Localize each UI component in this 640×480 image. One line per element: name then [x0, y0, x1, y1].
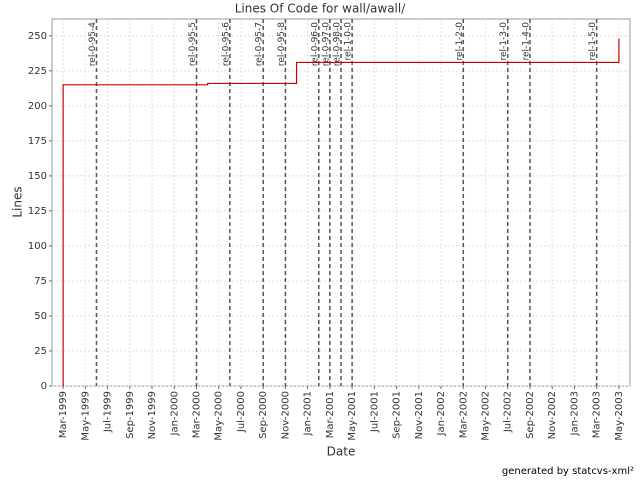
x-tick-label: Jan-2000 — [169, 391, 180, 436]
release-label: rel-1-2-0 — [455, 22, 465, 61]
footer: generated by statcvs-xml² — [502, 466, 634, 477]
release-label: rel-0-96-0 — [310, 22, 320, 66]
y-tick-label: 125 — [28, 206, 47, 217]
x-tick-label: May-1999 — [80, 391, 91, 441]
y-tick-label: 75 — [34, 276, 47, 287]
release-label: rel-1-4-0 — [521, 22, 531, 61]
x-tick-label: Sep-2002 — [525, 391, 536, 439]
x-tick-label: Jul-2002 — [503, 391, 514, 433]
x-tick-label: May-2001 — [347, 391, 358, 441]
x-tick-label: Nov-2000 — [280, 391, 291, 439]
release-label: rel-0-97-0 — [321, 22, 331, 66]
release-label: rel-0-95-7 — [255, 22, 265, 66]
y-tick-label: 25 — [34, 346, 47, 357]
x-tick-label: May-2000 — [214, 391, 225, 441]
data-line — [62, 38, 620, 386]
release-label: rel-1-0-0 — [344, 22, 354, 61]
release-label: rel-0-95-5 — [188, 22, 198, 66]
x-tick-label: Mar-2001 — [325, 391, 336, 438]
y-tick-label: 50 — [34, 311, 47, 322]
x-tick-label: Jul-2000 — [236, 391, 247, 433]
x-tick-label: Mar-2003 — [592, 391, 603, 438]
y-tick-label: 200 — [28, 101, 47, 112]
x-tick-label: Jul-1999 — [103, 391, 114, 433]
x-tick-label: Nov-2002 — [547, 391, 558, 439]
x-tick-label: Jan-2002 — [436, 391, 447, 436]
x-tick-label: Nov-2001 — [414, 391, 425, 439]
x-tick-label: May-2003 — [614, 391, 625, 441]
x-tick-label: Mar-2000 — [192, 391, 203, 438]
y-tick-label: 0 — [41, 381, 47, 392]
x-tick-label: Sep-2001 — [392, 391, 403, 439]
x-tick-label: Sep-2000 — [258, 391, 269, 439]
y-axis-label: Lines — [11, 186, 25, 217]
y-tick-label: 225 — [28, 66, 47, 77]
x-tick-label: May-2002 — [481, 391, 492, 441]
x-tick-label: Jan-2001 — [303, 391, 314, 436]
x-tick-label: Sep-1999 — [125, 391, 136, 439]
release-label: rel-0-95-4 — [88, 22, 98, 66]
release-label: rel-1-3-0 — [499, 22, 509, 61]
y-tick-label: 100 — [28, 241, 47, 252]
y-tick-label: 250 — [28, 31, 47, 42]
chart-title: Lines Of Code for wall/awall/ — [235, 2, 406, 16]
x-tick-label: Mar-1999 — [58, 391, 69, 438]
x-tick-label: Nov-1999 — [147, 391, 158, 439]
release-label: rel-0-98-0 — [333, 22, 343, 66]
x-tick-label: Jul-2001 — [369, 391, 380, 433]
y-tick-label: 150 — [28, 171, 47, 182]
x-axis-label: Date — [327, 445, 356, 459]
release-label: rel-0-95-8 — [277, 22, 287, 66]
y-tick-label: 175 — [28, 136, 47, 147]
release-label: rel-0-95-6 — [221, 22, 231, 66]
release-label: rel-1-5-0 — [588, 22, 598, 61]
x-tick-label: Mar-2002 — [458, 391, 469, 438]
x-tick-label: Jan-2003 — [569, 391, 580, 436]
